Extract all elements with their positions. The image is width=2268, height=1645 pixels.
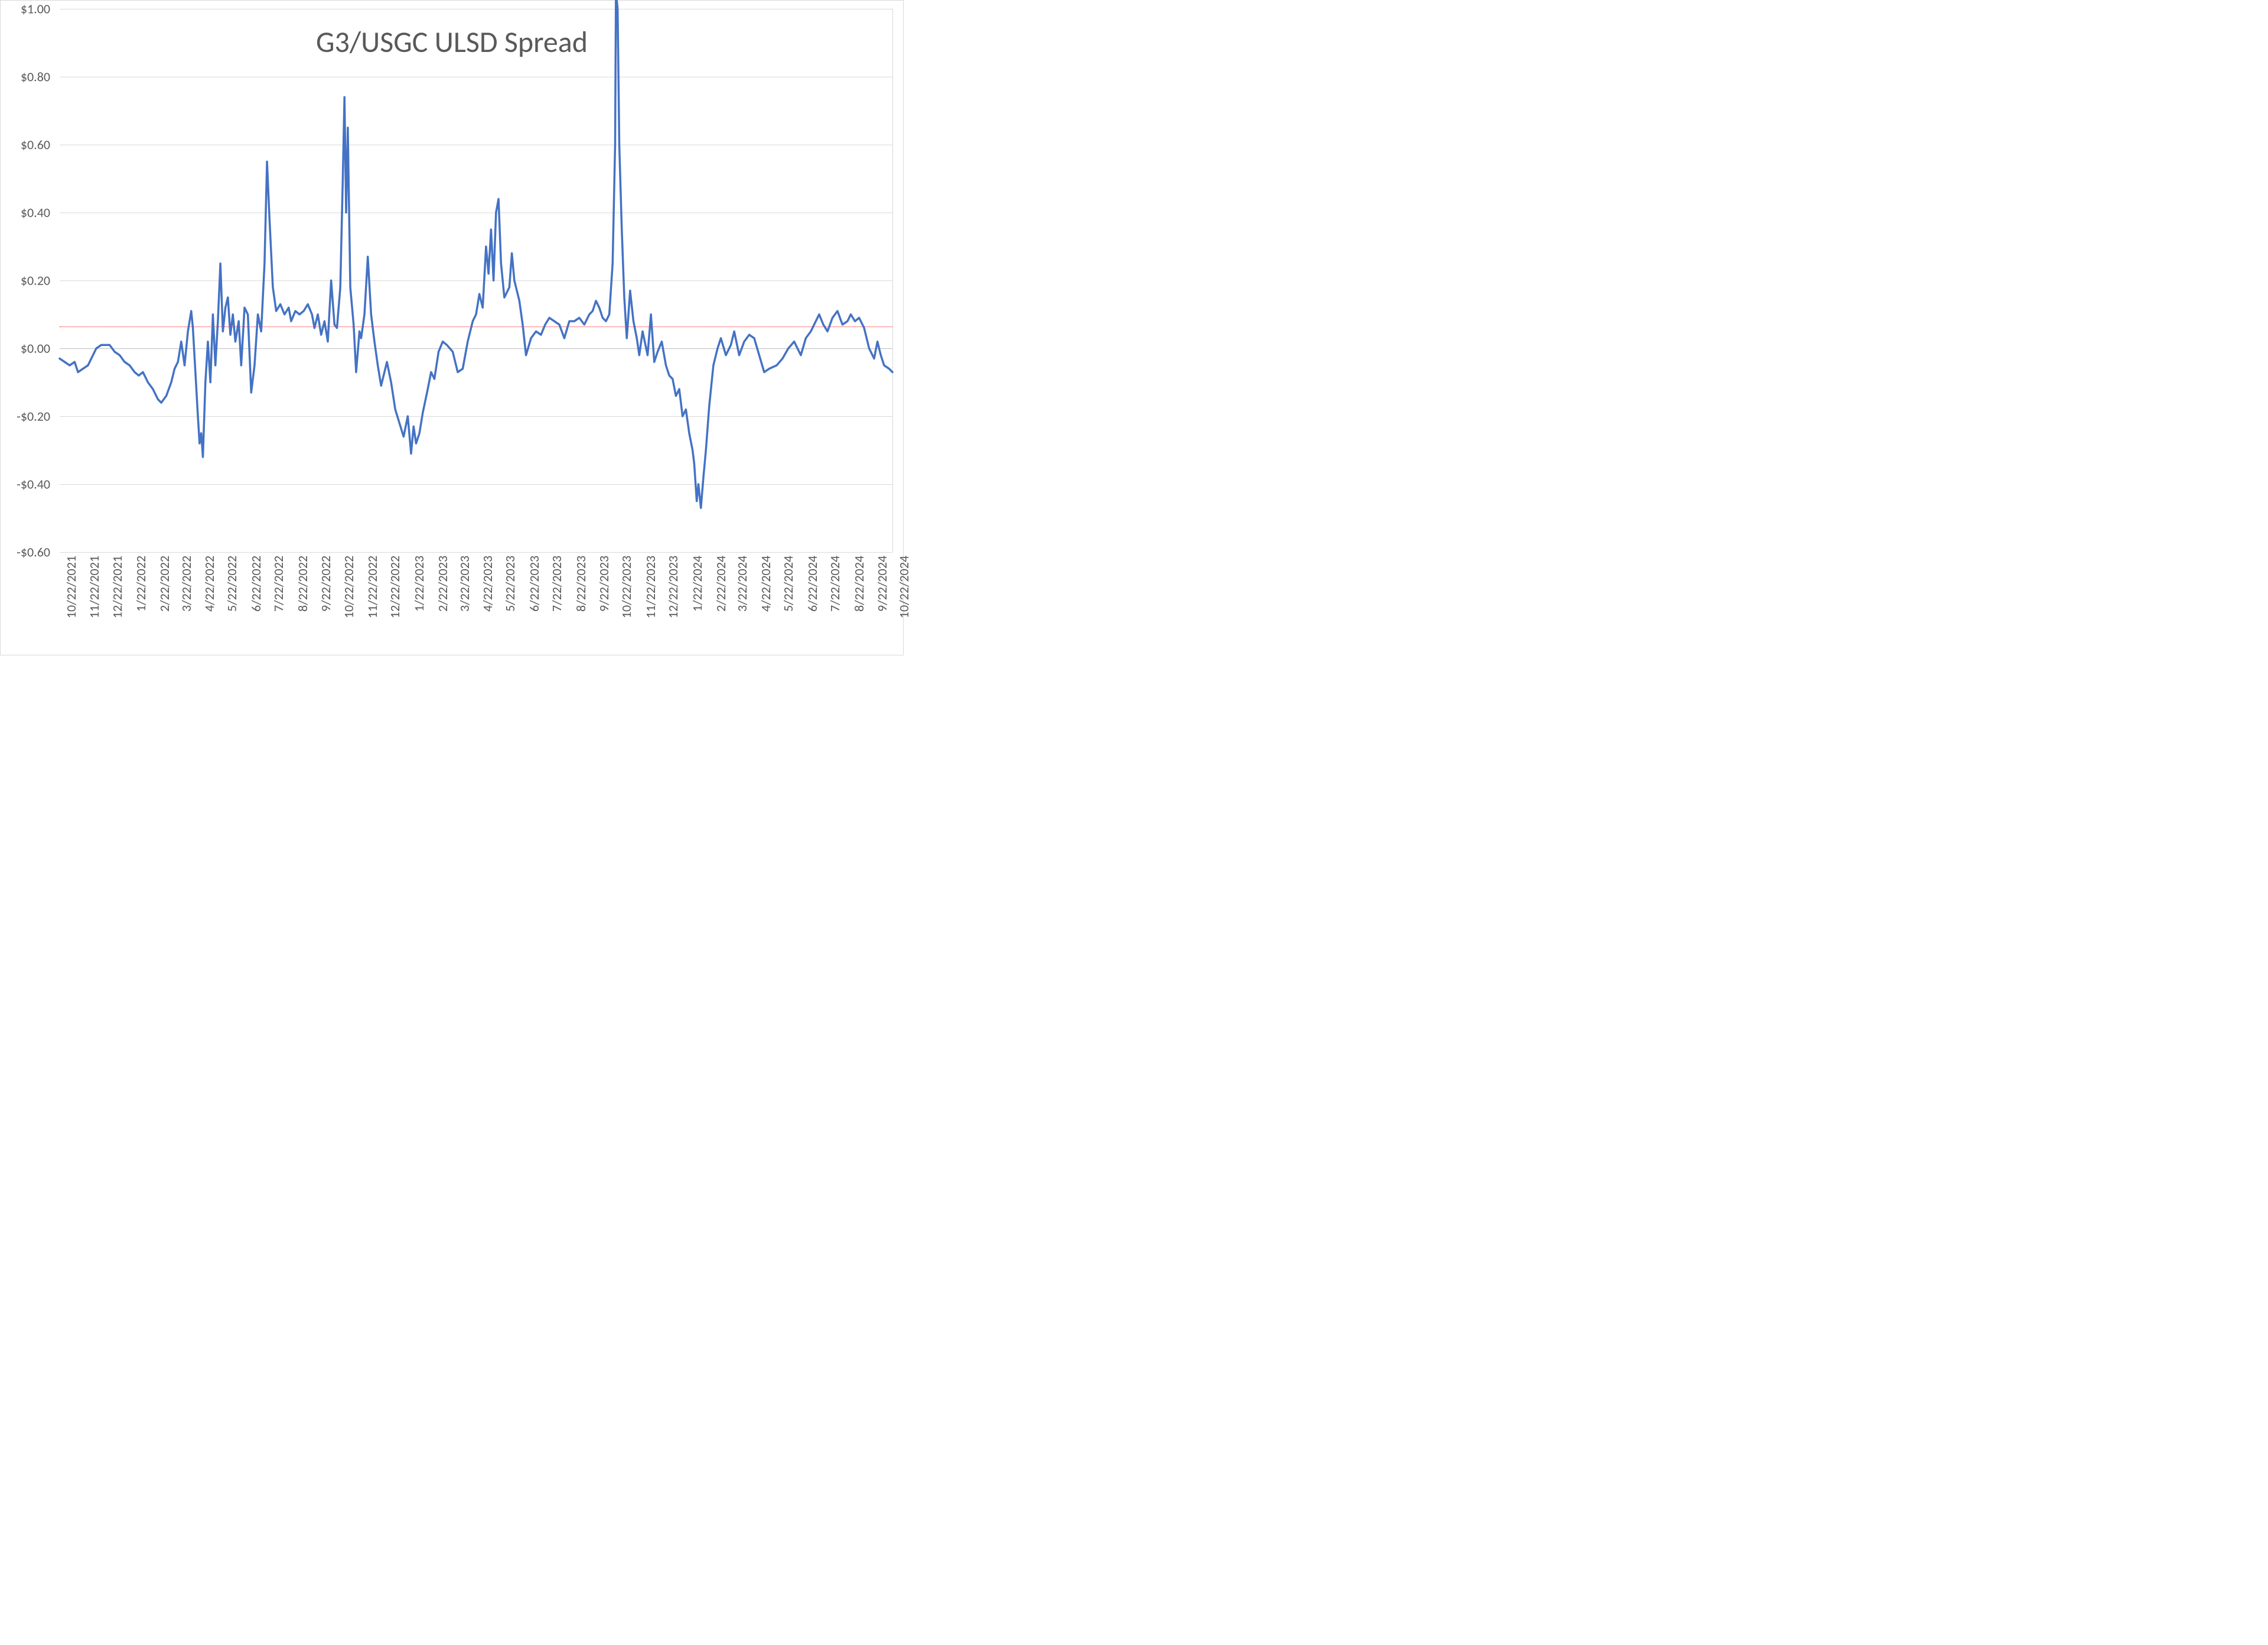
x-tick-label: 6/22/2024	[804, 556, 820, 612]
x-tick-label: 4/22/2023	[480, 556, 496, 612]
x-tick-label: 8/22/2022	[295, 556, 311, 612]
gridline	[60, 552, 892, 553]
x-tick-label: 1/22/2023	[411, 556, 427, 612]
x-tick-label: 1/22/2022	[133, 556, 149, 612]
x-tick-label: 3/22/2024	[734, 556, 750, 612]
y-tick-label: $0.20	[1, 273, 50, 289]
line-series-svg	[60, 9, 892, 552]
x-tick-label: 11/22/2022	[364, 556, 380, 618]
y-tick-label: $0.80	[1, 69, 50, 85]
x-axis-labels: 10/22/2021 11/22/2021 12/22/2021 1/22/2022 2…	[60, 556, 892, 650]
series-path	[60, 0, 892, 508]
x-tick-label: 8/22/2023	[573, 556, 589, 612]
x-tick-label: 11/22/2021	[86, 556, 102, 618]
x-tick-label: 2/22/2024	[713, 556, 729, 612]
x-tick-label: 5/22/2022	[224, 556, 240, 612]
x-tick-label: 10/22/2021	[63, 556, 79, 618]
y-tick-label: $1.00	[1, 1, 50, 17]
x-tick-label: 2/22/2023	[435, 556, 451, 612]
y-axis-labels: $1.00$0.80$0.60$0.40$0.20$0.00-$0.20-$0.…	[1, 9, 55, 552]
y-tick-label: $0.00	[1, 341, 50, 357]
x-tick-label: 7/22/2022	[271, 556, 286, 612]
x-tick-label: 9/22/2023	[596, 556, 612, 612]
y-tick-label: -$0.20	[1, 409, 50, 425]
y-tick-label: -$0.40	[1, 476, 50, 492]
x-tick-label: 10/22/2024	[896, 556, 912, 618]
x-tick-label: 9/22/2022	[318, 556, 334, 612]
x-tick-label: 3/22/2022	[178, 556, 194, 612]
x-tick-label: 10/22/2022	[341, 556, 357, 618]
plot-area	[60, 9, 893, 552]
x-tick-label: 7/22/2023	[549, 556, 565, 612]
x-tick-label: 2/22/2022	[157, 556, 172, 612]
x-tick-label: 9/22/2024	[874, 556, 890, 612]
y-tick-label: -$0.60	[1, 544, 50, 560]
x-tick-label: 5/22/2023	[502, 556, 518, 612]
x-tick-label: 10/22/2023	[618, 556, 634, 618]
x-tick-label: 6/22/2022	[248, 556, 264, 612]
x-tick-label: 12/22/2023	[665, 556, 681, 618]
x-tick-label: 8/22/2024	[851, 556, 867, 612]
y-tick-label: $0.60	[1, 137, 50, 153]
x-tick-label: 1/22/2024	[689, 556, 705, 612]
x-tick-label: 4/22/2022	[201, 556, 217, 612]
x-tick-label: 12/22/2022	[387, 556, 403, 618]
x-tick-label: 12/22/2021	[109, 556, 125, 618]
x-tick-label: 6/22/2023	[526, 556, 542, 612]
x-tick-label: 3/22/2023	[457, 556, 472, 612]
x-tick-label: 5/22/2024	[780, 556, 796, 612]
x-tick-label: 4/22/2024	[758, 556, 774, 612]
x-tick-label: 7/22/2024	[827, 556, 843, 612]
y-tick-label: $0.40	[1, 205, 50, 221]
chart-container: G3/USGC ULSD Spread $1.00$0.80$0.60$0.40…	[0, 0, 904, 655]
x-tick-label: 11/22/2023	[643, 556, 659, 618]
